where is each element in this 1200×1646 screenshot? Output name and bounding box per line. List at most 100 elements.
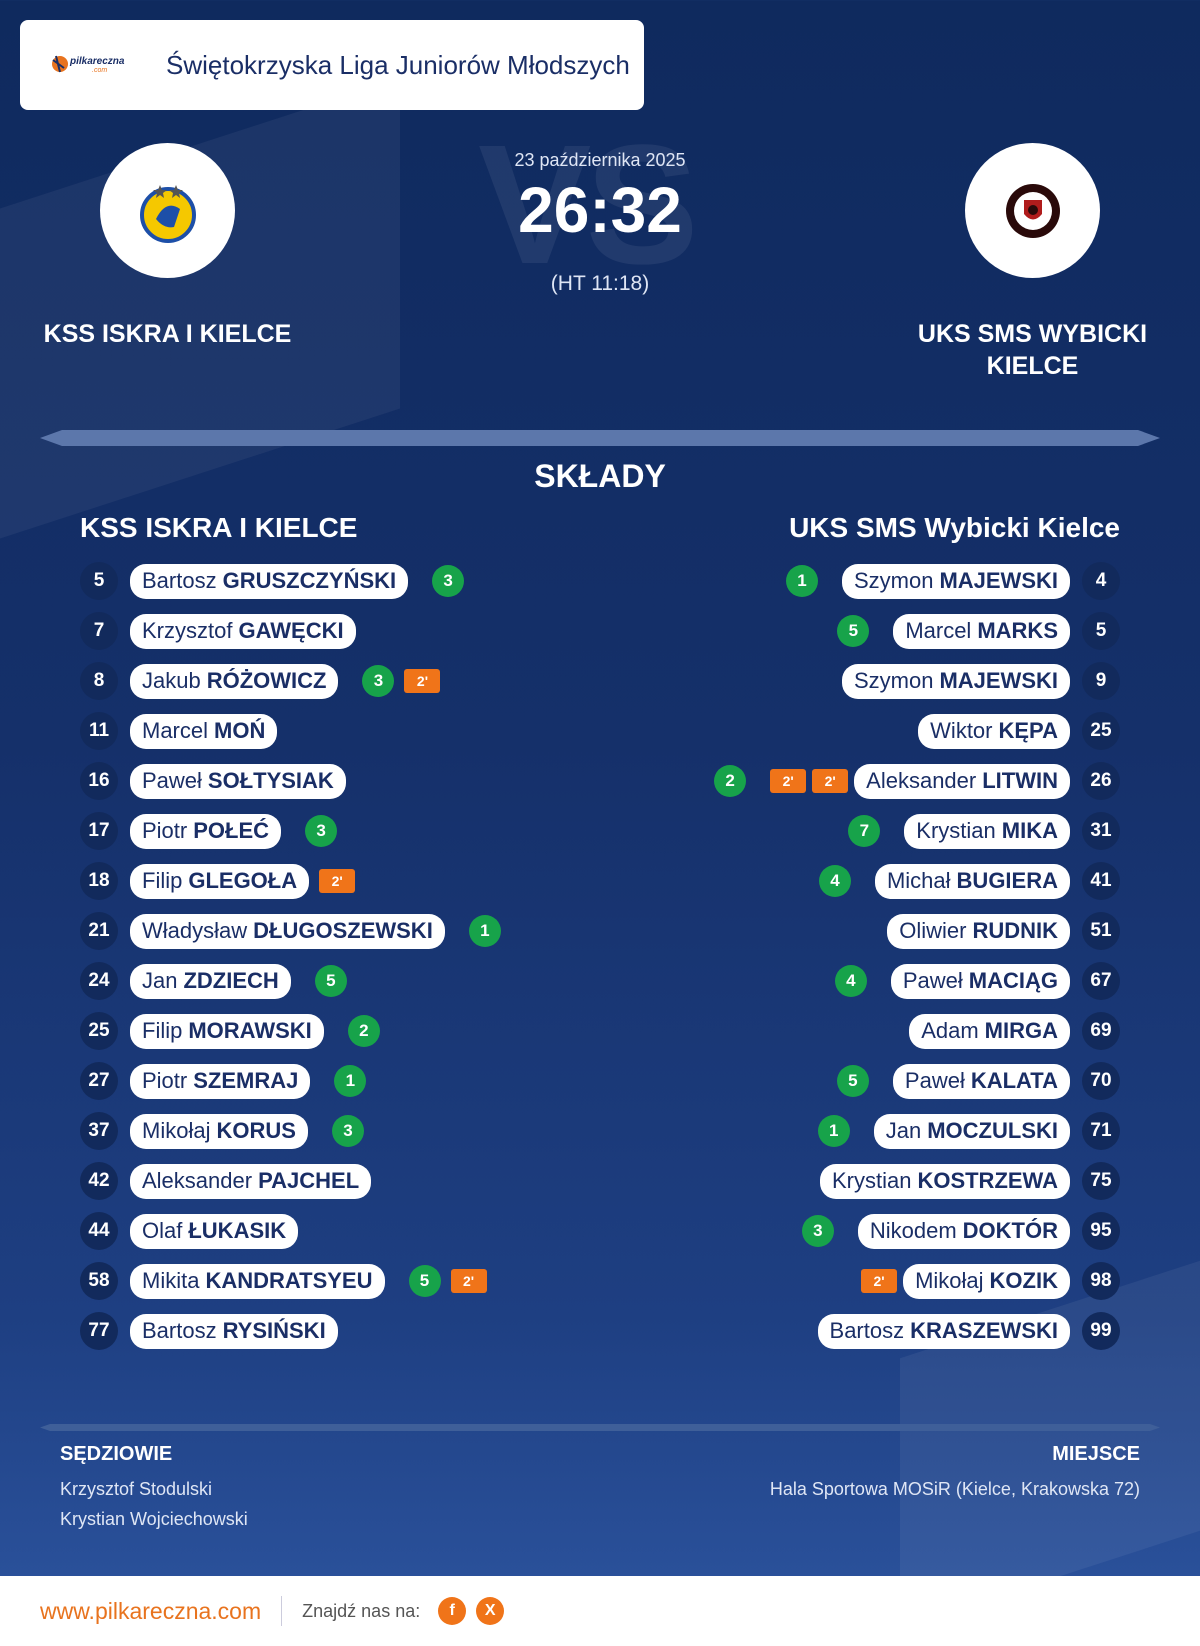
player-name: Jan ZDZIECH xyxy=(130,963,291,999)
player-first-name: Krystian xyxy=(831,1168,912,1193)
player-name: Krystian KOSTRZEWA xyxy=(819,1163,1070,1199)
final-score: 26:32 xyxy=(518,174,682,246)
match-date: 23 października 2025 xyxy=(514,150,686,170)
player-row: 4 Paweł MACIĄG 67 xyxy=(714,956,1120,1006)
player-last-name: RUDNIK xyxy=(972,918,1058,943)
suspension-badge: 2' xyxy=(812,769,849,793)
player-first-name: Krystian xyxy=(916,818,996,843)
goals-badge: 3 xyxy=(331,1115,364,1147)
facebook-icon[interactable]: f xyxy=(438,1597,467,1625)
player-last-name: MORAWSKI xyxy=(188,1018,312,1043)
player-name: Nikodem DOKTÓR xyxy=(857,1213,1070,1249)
player-first-name: Aleksander xyxy=(142,1168,253,1193)
goals-badge: 5 xyxy=(408,1265,441,1297)
suspension-badge: 2' xyxy=(861,1269,898,1293)
player-number: 44 xyxy=(80,1212,118,1250)
player-number: 67 xyxy=(1082,962,1120,1000)
player-number: 77 xyxy=(80,1312,118,1350)
player-row: Bartosz KRASZEWSKI 99 xyxy=(714,1306,1120,1356)
venue-section: MIEJSCE Hala Sportowa MOSiR (Kielce, Kra… xyxy=(770,1443,1140,1504)
player-name: Filip GLEGOŁA xyxy=(130,863,310,899)
player-last-name: KORUS xyxy=(216,1118,296,1143)
suspension-badge: 2' xyxy=(404,669,441,693)
player-row: 7 Krystian MIKA 31 xyxy=(714,806,1120,856)
player-row: 7 Krzysztof GAWĘCKI xyxy=(80,606,501,656)
player-last-name: POŁEĆ xyxy=(193,818,270,843)
player-last-name: MAJEWSKI xyxy=(939,668,1058,693)
home-team-logo xyxy=(100,143,235,278)
player-first-name: Paweł xyxy=(902,968,963,993)
goals-badge: 5 xyxy=(314,965,347,997)
goals-badge: 4 xyxy=(818,865,851,897)
player-last-name: KĘPA xyxy=(998,718,1059,743)
player-first-name: Filip xyxy=(142,1018,183,1043)
player-row: 18 Filip GLEGOŁA 2' xyxy=(80,856,501,906)
player-number: 75 xyxy=(1082,1162,1120,1200)
player-last-name: KOZIK xyxy=(989,1268,1058,1293)
player-last-name: DOKTÓR xyxy=(962,1218,1058,1243)
referee-name: Krystian Wojciechowski xyxy=(60,1509,248,1529)
referees-title: SĘDZIOWIE xyxy=(60,1443,173,1465)
player-row: Oliwier RUDNIK 51 xyxy=(714,906,1120,956)
home-lineup-title: KSS ISKRA I KIELCE xyxy=(80,512,358,543)
player-row: 2' Mikołaj KOZIK 98 xyxy=(714,1256,1120,1306)
player-number: 8 xyxy=(80,662,118,700)
player-first-name: Aleksander xyxy=(866,768,977,793)
logo-subtext: .com xyxy=(92,67,108,74)
player-first-name: Jan xyxy=(142,968,178,993)
player-number: 37 xyxy=(80,1112,118,1150)
player-number: 58 xyxy=(80,1262,118,1300)
away-lineup-title: UKS SMS Wybicki Kielce xyxy=(789,512,1120,543)
goals-badge: 3 xyxy=(801,1215,834,1247)
player-first-name: Mikołaj xyxy=(915,1268,984,1293)
player-first-name: Szymon xyxy=(853,668,934,693)
player-row: 77 Bartosz RYSIŃSKI xyxy=(80,1306,501,1356)
player-row: 4 Michał BUGIERA 41 xyxy=(714,856,1120,906)
x-twitter-icon[interactable]: X xyxy=(476,1597,505,1625)
player-last-name: GRUSZCZYŃSKI xyxy=(222,568,397,593)
player-number: 71 xyxy=(1082,1112,1120,1150)
player-number: 42 xyxy=(80,1162,118,1200)
player-row: 37 Mikołaj KORUS 3 xyxy=(80,1106,501,1156)
player-last-name: SZEMRAJ xyxy=(193,1068,299,1093)
referee-name: Krzysztof Stodulski xyxy=(60,1479,213,1499)
player-row: 17 Piotr POŁEĆ 3 xyxy=(80,806,501,856)
away-team-name: UKS SMS WYBICKI KIELCE xyxy=(917,320,1148,380)
player-row: 2 2' 2' Aleksander LITWIN 26 xyxy=(714,756,1120,806)
player-last-name: KOSTRZEWA xyxy=(917,1168,1058,1193)
player-first-name: Michał xyxy=(886,868,951,893)
player-first-name: Marcel xyxy=(142,718,209,743)
player-name: Krystian MIKA xyxy=(904,813,1070,849)
player-name: Piotr POŁEĆ xyxy=(130,813,282,849)
goals-badge: 1 xyxy=(334,1065,367,1097)
vs-watermark: VS xyxy=(478,110,699,300)
referees-section: SĘDZIOWIE Krzysztof Stodulski Krystian W… xyxy=(60,1443,248,1534)
halftime-score: (HT 11:18) xyxy=(550,272,650,295)
divider xyxy=(40,1420,1160,1436)
player-number: 17 xyxy=(80,812,118,850)
player-name: Adam MIRGA xyxy=(909,1013,1070,1049)
player-row: Adam MIRGA 69 xyxy=(714,1006,1120,1056)
footer: www.pilkareczna.com Znajdź nas na: f X xyxy=(0,1576,1200,1646)
player-number: 11 xyxy=(80,712,118,750)
player-number: 41 xyxy=(1082,862,1120,900)
player-name: Piotr SZEMRAJ xyxy=(130,1063,311,1099)
player-number: 51 xyxy=(1082,912,1120,950)
player-row: 5 Marcel MARKS 5 xyxy=(714,606,1120,656)
site-link[interactable]: www.pilkareczna.com xyxy=(40,1597,262,1624)
lineups-title: SKŁADY xyxy=(534,458,666,494)
player-row: 42 Aleksander PAJCHEL xyxy=(80,1156,501,1206)
find-us-label: Znajdź nas na: xyxy=(302,1600,421,1621)
player-row: 24 Jan ZDZIECH 5 xyxy=(80,956,501,1006)
player-name: Szymon MAJEWSKI xyxy=(841,563,1070,599)
player-number: 7 xyxy=(80,612,118,650)
player-first-name: Oliwier xyxy=(899,918,967,943)
suspension-badge: 2' xyxy=(319,869,356,893)
player-number: 26 xyxy=(1082,762,1120,800)
player-row: 25 Filip MORAWSKI 2 xyxy=(80,1006,501,1056)
player-number: 25 xyxy=(1082,712,1120,750)
sms-wybicki-crest-icon xyxy=(1005,183,1060,238)
player-number: 24 xyxy=(80,962,118,1000)
player-number: 27 xyxy=(80,1062,118,1100)
goals-badge: 1 xyxy=(468,915,501,947)
